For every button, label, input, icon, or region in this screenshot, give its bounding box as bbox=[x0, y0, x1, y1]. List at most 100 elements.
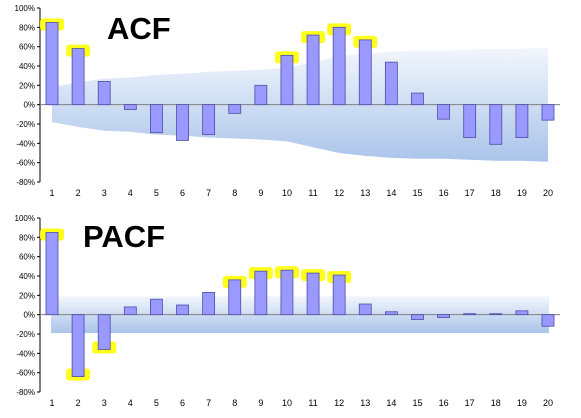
x-tick-label: 15 bbox=[412, 398, 422, 408]
x-tick-label: 11 bbox=[308, 398, 317, 408]
x-tick-label: 20 bbox=[543, 398, 553, 408]
y-tick-label: 100% bbox=[15, 4, 35, 13]
x-tick-label: 20 bbox=[543, 188, 553, 198]
y-tick-label: -60% bbox=[16, 159, 35, 168]
bar-lag-10 bbox=[280, 54, 294, 106]
bar-lag-7 bbox=[202, 292, 216, 316]
bar-lag-6 bbox=[176, 304, 189, 316]
bar-lag-11 bbox=[306, 272, 320, 316]
x-tick-label: 13 bbox=[360, 188, 370, 198]
y-tick-label: 60% bbox=[19, 43, 35, 52]
bar-lag-5 bbox=[150, 298, 163, 316]
bar-lag-16 bbox=[437, 314, 450, 318]
x-tick-label: 6 bbox=[180, 188, 185, 198]
x-tick-label: 2 bbox=[76, 398, 81, 408]
y-tick-label: 0% bbox=[23, 101, 35, 110]
x-tick-label: 5 bbox=[154, 188, 159, 198]
bar-lag-16 bbox=[437, 104, 450, 120]
bar-lag-13 bbox=[358, 303, 372, 316]
x-tick-label: 10 bbox=[282, 398, 292, 408]
x-tick-label: 4 bbox=[128, 398, 133, 408]
bar-lag-10 bbox=[280, 269, 294, 316]
bar-lag-8 bbox=[228, 279, 242, 316]
x-tick-label: 14 bbox=[386, 188, 396, 198]
y-tick-label: 40% bbox=[19, 62, 35, 71]
bar-lag-18 bbox=[489, 313, 503, 316]
x-tick-label: 15 bbox=[412, 188, 422, 198]
x-tick-label: 14 bbox=[386, 398, 396, 408]
x-tick-label: 17 bbox=[465, 398, 475, 408]
bar-lag-1 bbox=[45, 22, 59, 106]
bar-lag-3 bbox=[97, 314, 111, 350]
y-tick-label: -20% bbox=[16, 330, 35, 339]
bar-lag-9 bbox=[254, 270, 268, 316]
x-tick-label: 10 bbox=[282, 188, 292, 198]
x-tick-label: 16 bbox=[439, 188, 449, 198]
bar-lag-3 bbox=[97, 81, 111, 106]
bar-lag-19 bbox=[515, 104, 529, 138]
chart-title: PACF bbox=[83, 219, 165, 254]
bar-lag-13 bbox=[358, 39, 372, 106]
bar-lag-18 bbox=[489, 104, 503, 145]
x-tick-label: 5 bbox=[154, 398, 159, 408]
bar-lag-20 bbox=[541, 314, 555, 327]
x-tick-label: 6 bbox=[180, 398, 185, 408]
bar-lag-11 bbox=[306, 34, 320, 106]
y-tick-label: -80% bbox=[16, 178, 35, 187]
y-tick-label: 40% bbox=[19, 272, 35, 281]
y-tick-label: -40% bbox=[16, 139, 35, 148]
x-tick-label: 9 bbox=[258, 398, 263, 408]
y-tick-label: -60% bbox=[16, 369, 35, 378]
bar-lag-9 bbox=[254, 84, 268, 106]
x-tick-label: 2 bbox=[76, 188, 81, 198]
bar-lag-2 bbox=[71, 314, 85, 377]
pacf-chart: 100% 80% 60% 40% 20% 0% -20% -40% -60% -80% 1 2 3 4 5 6… bbox=[15, 214, 560, 408]
x-tick-label: 8 bbox=[232, 188, 237, 198]
x-tick-label: 3 bbox=[102, 398, 107, 408]
bar-lag-19 bbox=[515, 310, 529, 316]
bar-lag-17 bbox=[463, 104, 477, 138]
x-tick-label: 7 bbox=[206, 188, 211, 198]
x-tick-label: 13 bbox=[360, 398, 370, 408]
x-tick-label: 8 bbox=[232, 398, 237, 408]
y-tick-label: 80% bbox=[19, 23, 35, 32]
x-tick-label: 18 bbox=[491, 398, 501, 408]
x-tick-label: 11 bbox=[308, 188, 317, 198]
x-tick-label: 19 bbox=[517, 188, 527, 198]
x-tick-label: 9 bbox=[258, 188, 263, 198]
y-tick-label: 60% bbox=[19, 253, 35, 262]
bar-lag-6 bbox=[176, 104, 189, 141]
bar-lag-7 bbox=[202, 104, 216, 136]
x-tick-label: 18 bbox=[491, 188, 501, 198]
y-tick-label: 100% bbox=[15, 214, 35, 223]
y-tick-label: -20% bbox=[16, 120, 35, 129]
y-tick-label: 0% bbox=[23, 311, 35, 320]
bar-lag-15 bbox=[411, 92, 424, 106]
y-tick-label: -40% bbox=[16, 349, 35, 358]
bar-lag-17 bbox=[463, 313, 477, 316]
bar-lag-5 bbox=[150, 104, 163, 134]
acf-chart: 100%80%60%40%20%0%-20%-40%-60%-80%1 2 3 4 5 6… bbox=[15, 4, 560, 198]
x-tick-label: 1 bbox=[49, 188, 54, 198]
y-tick-label: 20% bbox=[19, 81, 35, 90]
y-tick-label: -80% bbox=[16, 388, 35, 397]
bar-lag-4 bbox=[123, 306, 137, 316]
x-tick-label: 19 bbox=[517, 398, 527, 408]
x-tick-label: 1 bbox=[49, 398, 54, 408]
chart-title: ACF bbox=[107, 11, 171, 46]
y-tick-label: 80% bbox=[19, 233, 35, 242]
x-tick-label: 17 bbox=[465, 188, 475, 198]
y-tick-label: 20% bbox=[19, 291, 35, 300]
x-tick-label: 7 bbox=[206, 398, 211, 408]
bar-lag-20 bbox=[541, 104, 555, 121]
bar-lag-2 bbox=[71, 48, 85, 106]
x-tick-label: 3 bbox=[102, 188, 107, 198]
bar-lag-12 bbox=[332, 26, 346, 106]
bar-lag-14 bbox=[384, 61, 398, 106]
x-tick-label: 16 bbox=[439, 398, 449, 408]
bar-lag-15 bbox=[411, 314, 424, 320]
bar-lag-1 bbox=[45, 232, 59, 316]
bar-lag-4 bbox=[123, 104, 137, 110]
x-tick-label: 12 bbox=[334, 188, 344, 198]
